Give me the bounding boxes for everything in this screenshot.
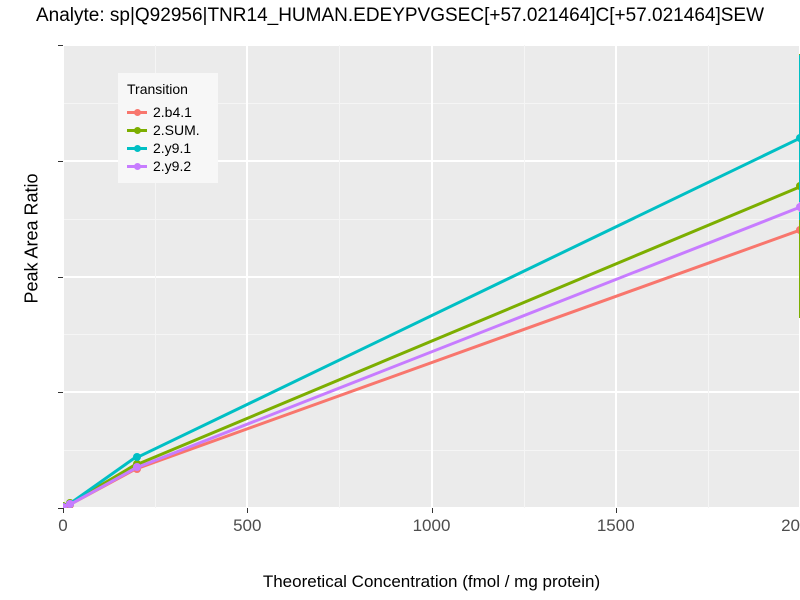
legend-item-2.y9.2[interactable]: 2.y9.2	[127, 157, 206, 175]
series-line-2.b4.1	[136, 228, 800, 471]
x-tick-mark	[247, 508, 249, 513]
legend-item-2.b4.1[interactable]: 2.b4.1	[127, 103, 206, 121]
legend-item-label: 2.y9.2	[153, 158, 192, 174]
x-axis-title: Theoretical Concentration (fmol / mg pro…	[262, 572, 601, 591]
data-point	[132, 453, 141, 462]
series-line-2.y9.1	[136, 136, 800, 459]
gridline-minor-x	[707, 45, 709, 508]
gridline-major-x	[63, 45, 64, 508]
y-tick-mark	[58, 276, 63, 278]
x-tick-label: 2000	[781, 516, 800, 535]
x-tick-mark	[615, 508, 617, 513]
x-tick-label: 1000	[412, 516, 451, 535]
legend: Transition 2.b4.1 2.SUM. 2.y9.1 2.y9.2	[118, 73, 218, 183]
gridline-major-x	[430, 45, 433, 508]
legend-title: Transition	[127, 81, 188, 97]
gridline-minor-x	[523, 45, 525, 508]
legend-key-icon	[127, 157, 147, 175]
data-point	[796, 182, 800, 191]
plot-panel: 0.00.51.01.52.0 0500100015002000 Transit…	[58, 45, 800, 535]
y-tick-mark	[58, 160, 63, 162]
y-axis-title: Peak Area Ratio	[21, 173, 42, 304]
legend-items: 2.b4.1 2.SUM. 2.y9.1 2.y9.2	[127, 103, 206, 175]
data-point	[63, 502, 67, 508]
series-line-2.SUM.	[136, 184, 800, 466]
legend-key-icon	[127, 121, 147, 139]
x-tick-mark	[431, 508, 433, 513]
x-tick-label: 1500	[596, 516, 635, 535]
data-point	[796, 203, 800, 212]
data-point	[796, 226, 800, 235]
gridline-major-x	[614, 45, 617, 508]
page-title: Analyte: sp|Q92956|TNR14_HUMAN.EDEYPVGSE…	[35, 5, 765, 26]
legend-key-icon	[127, 103, 147, 121]
gridline-minor-x	[155, 45, 157, 508]
legend-item-label: 2.SUM.	[153, 122, 200, 138]
data-point	[796, 133, 800, 142]
legend-item-label: 2.b4.1	[153, 104, 192, 120]
series-line-2.y9.2	[136, 205, 800, 469]
data-point	[66, 500, 75, 508]
series-line-2.y9.2	[69, 466, 138, 506]
y-tick-mark	[58, 45, 63, 46]
y-tick-mark	[58, 392, 63, 394]
gridline-minor-x	[339, 45, 341, 508]
x-tick-mark	[63, 508, 64, 513]
legend-item-label: 2.y9.1	[153, 140, 192, 156]
legend-item-2.SUM.[interactable]: 2.SUM.	[127, 121, 206, 139]
x-tick-label: 0	[58, 516, 68, 535]
gridline-major-x	[246, 45, 249, 508]
x-tick-label: 500	[233, 516, 262, 535]
legend-key-icon	[127, 139, 147, 157]
legend-item-2.y9.1[interactable]: 2.y9.1	[127, 139, 206, 157]
data-point	[132, 463, 141, 472]
y-tick-mark	[58, 508, 63, 509]
